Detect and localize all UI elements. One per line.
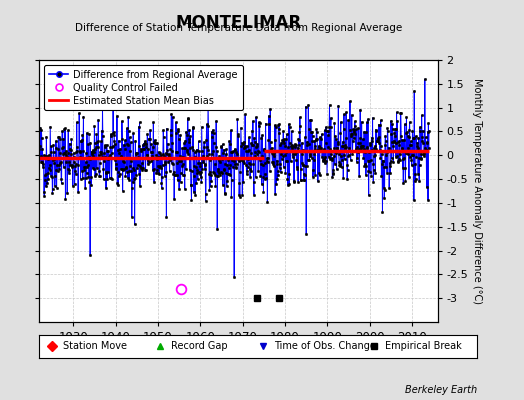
Text: MONTELIMAR: MONTELIMAR (176, 14, 301, 32)
Text: Record Gap: Record Gap (171, 341, 227, 351)
Legend: Difference from Regional Average, Quality Control Failed, Estimated Station Mean: Difference from Regional Average, Qualit… (44, 65, 243, 110)
Text: Berkeley Earth: Berkeley Earth (405, 385, 477, 395)
Text: Difference of Station Temperature Data from Regional Average: Difference of Station Temperature Data f… (75, 23, 402, 33)
Text: Time of Obs. Change: Time of Obs. Change (274, 341, 376, 351)
Text: Station Move: Station Move (63, 341, 127, 351)
Text: Empirical Break: Empirical Break (385, 341, 462, 351)
Y-axis label: Monthly Temperature Anomaly Difference (°C): Monthly Temperature Anomaly Difference (… (472, 78, 482, 304)
